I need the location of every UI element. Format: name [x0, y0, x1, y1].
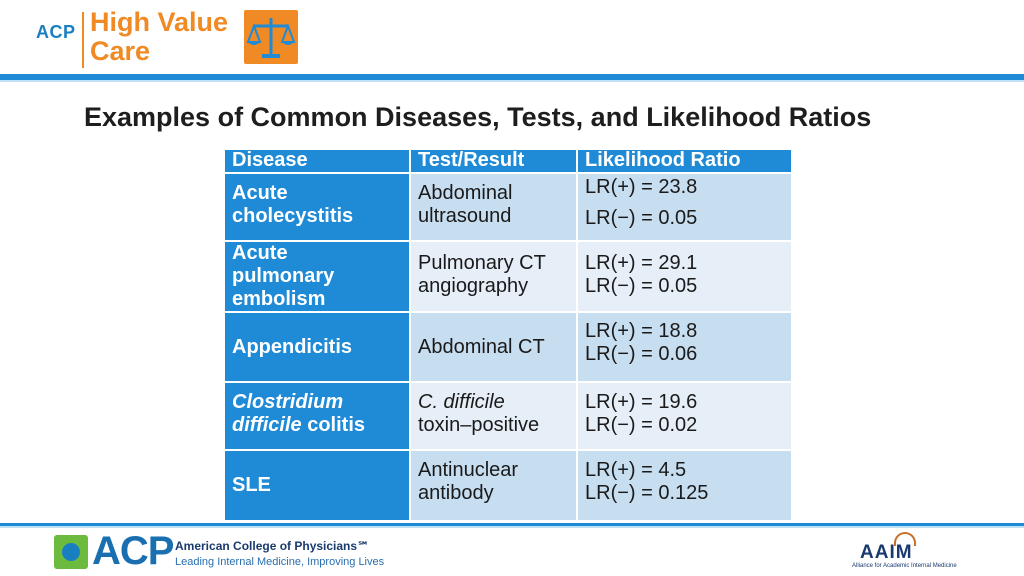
logo-line-2: Care	[90, 36, 151, 66]
test-cell: Abdominal ultrasound	[411, 174, 578, 242]
test-cell: Antinuclear antibody	[411, 451, 578, 522]
lr-cell: LR(+) = 23.8 LR(−) = 0.05	[578, 174, 791, 242]
disease-cell: Acute pulmonary embolism	[225, 242, 411, 313]
acp-logo-text: ACP	[36, 22, 76, 42]
table-row: SLE Antinuclear antibody LR(+) = 4.5 LR(…	[225, 451, 791, 522]
test-text: Pulmonary CT	[418, 252, 546, 274]
lr-positive: LR(+) = 23.8	[585, 176, 698, 198]
likelihood-ratio-table: Disease Test/Result Likelihood Ratio Acu…	[225, 150, 791, 522]
header-rule	[0, 74, 1024, 80]
lr-positive: LR(+) = 4.5	[585, 459, 687, 481]
footer-rule	[0, 523, 1024, 526]
test-text: Abdominal	[418, 182, 513, 204]
disease-text: Clostridium	[232, 391, 344, 413]
high-value-care-text: High Value Care	[90, 8, 228, 66]
lr-positive: LR(+) = 29.1	[585, 252, 698, 274]
column-header-test: Test/Result	[411, 150, 578, 174]
lr-negative: LR(−) = 0.05	[585, 275, 698, 297]
acp-footer-logo: ACP American College of Physicians℠ Lead…	[54, 529, 384, 573]
disease-cell: Clostridium difficile colitis	[225, 383, 411, 451]
aaim-logo-text: AAIM	[860, 542, 913, 563]
test-text: C. difficile	[418, 391, 505, 413]
test-text: Abdominal CT	[418, 335, 545, 358]
lr-negative: LR(−) = 0.06	[585, 343, 698, 365]
logo-line-1: High Value	[90, 7, 229, 37]
lr-cell: LR(+) = 4.5 LR(−) = 0.125	[578, 451, 791, 522]
table-row: Acute cholecystitis Abdominal ultrasound…	[225, 174, 791, 242]
logo-divider	[82, 12, 84, 68]
lr-positive: LR(+) = 18.8	[585, 320, 698, 342]
acp-emblem-icon	[54, 535, 88, 569]
slide-title: Examples of Common Diseases, Tests, and …	[84, 102, 872, 132]
test-cell: C. difficile toxin–positive	[411, 383, 578, 451]
table-row: Clostridium difficile colitis C. diffici…	[225, 383, 791, 451]
lr-cell: LR(+) = 29.1 LR(−) = 0.05	[578, 242, 791, 313]
test-text: angiography	[418, 275, 529, 297]
table-header-row: Disease Test/Result Likelihood Ratio	[225, 150, 791, 174]
header-rule-thin	[0, 80, 1024, 82]
disease-cell: Appendicitis	[225, 313, 411, 383]
aaim-subtitle: Alliance for Academic Internal Medicine	[852, 563, 957, 569]
acp-tagline: Leading Internal Medicine, Improving Liv…	[175, 556, 385, 568]
aaim-arc-icon	[894, 532, 916, 546]
disease-text: Appendicitis	[232, 335, 353, 358]
disease-text: embolism	[232, 288, 326, 310]
lr-negative: LR(−) = 0.05	[585, 207, 698, 229]
aaim-logo: AAIM Alliance for Academic Internal Medi…	[852, 532, 972, 572]
lr-cell: LR(+) = 18.8 LR(−) = 0.06	[578, 313, 791, 383]
disease-cell: Acute cholecystitis	[225, 174, 411, 242]
test-text: toxin–positive	[418, 414, 540, 436]
scales-icon	[244, 10, 298, 64]
column-header-disease: Disease	[225, 150, 411, 174]
high-value-care-logo: ACP High Value Care	[36, 8, 300, 68]
lr-negative: LR(−) = 0.02	[585, 414, 698, 436]
disease-text: SLE	[232, 474, 271, 496]
test-cell: Abdominal CT	[411, 313, 578, 383]
disease-text: Acute	[232, 242, 288, 264]
disease-text: colitis	[307, 414, 366, 436]
lr-positive: LR(+) = 19.6	[585, 391, 698, 413]
disease-text: pulmonary	[232, 265, 335, 287]
footer-rule-thin	[0, 526, 1024, 528]
lr-cell: LR(+) = 19.6 LR(−) = 0.02	[578, 383, 791, 451]
acp-organization-name: American College of Physicians℠	[175, 539, 370, 553]
test-text: ultrasound	[418, 205, 512, 227]
disease-text: difficile	[232, 414, 302, 436]
disease-text: Acute	[232, 182, 288, 204]
lr-negative: LR(−) = 0.125	[585, 482, 709, 504]
test-text: Antinuclear	[418, 459, 519, 481]
test-text: antibody	[418, 482, 494, 504]
table-row: Appendicitis Abdominal CT LR(+) = 18.8 L…	[225, 313, 791, 383]
disease-text: cholecystitis	[232, 205, 354, 227]
acp-logo-text: ACP	[92, 529, 174, 573]
test-cell: Pulmonary CT angiography	[411, 242, 578, 313]
table-row: Acute pulmonary embolism Pulmonary CT an…	[225, 242, 791, 313]
column-header-lr: Likelihood Ratio	[578, 150, 791, 174]
disease-cell: SLE	[225, 451, 411, 522]
